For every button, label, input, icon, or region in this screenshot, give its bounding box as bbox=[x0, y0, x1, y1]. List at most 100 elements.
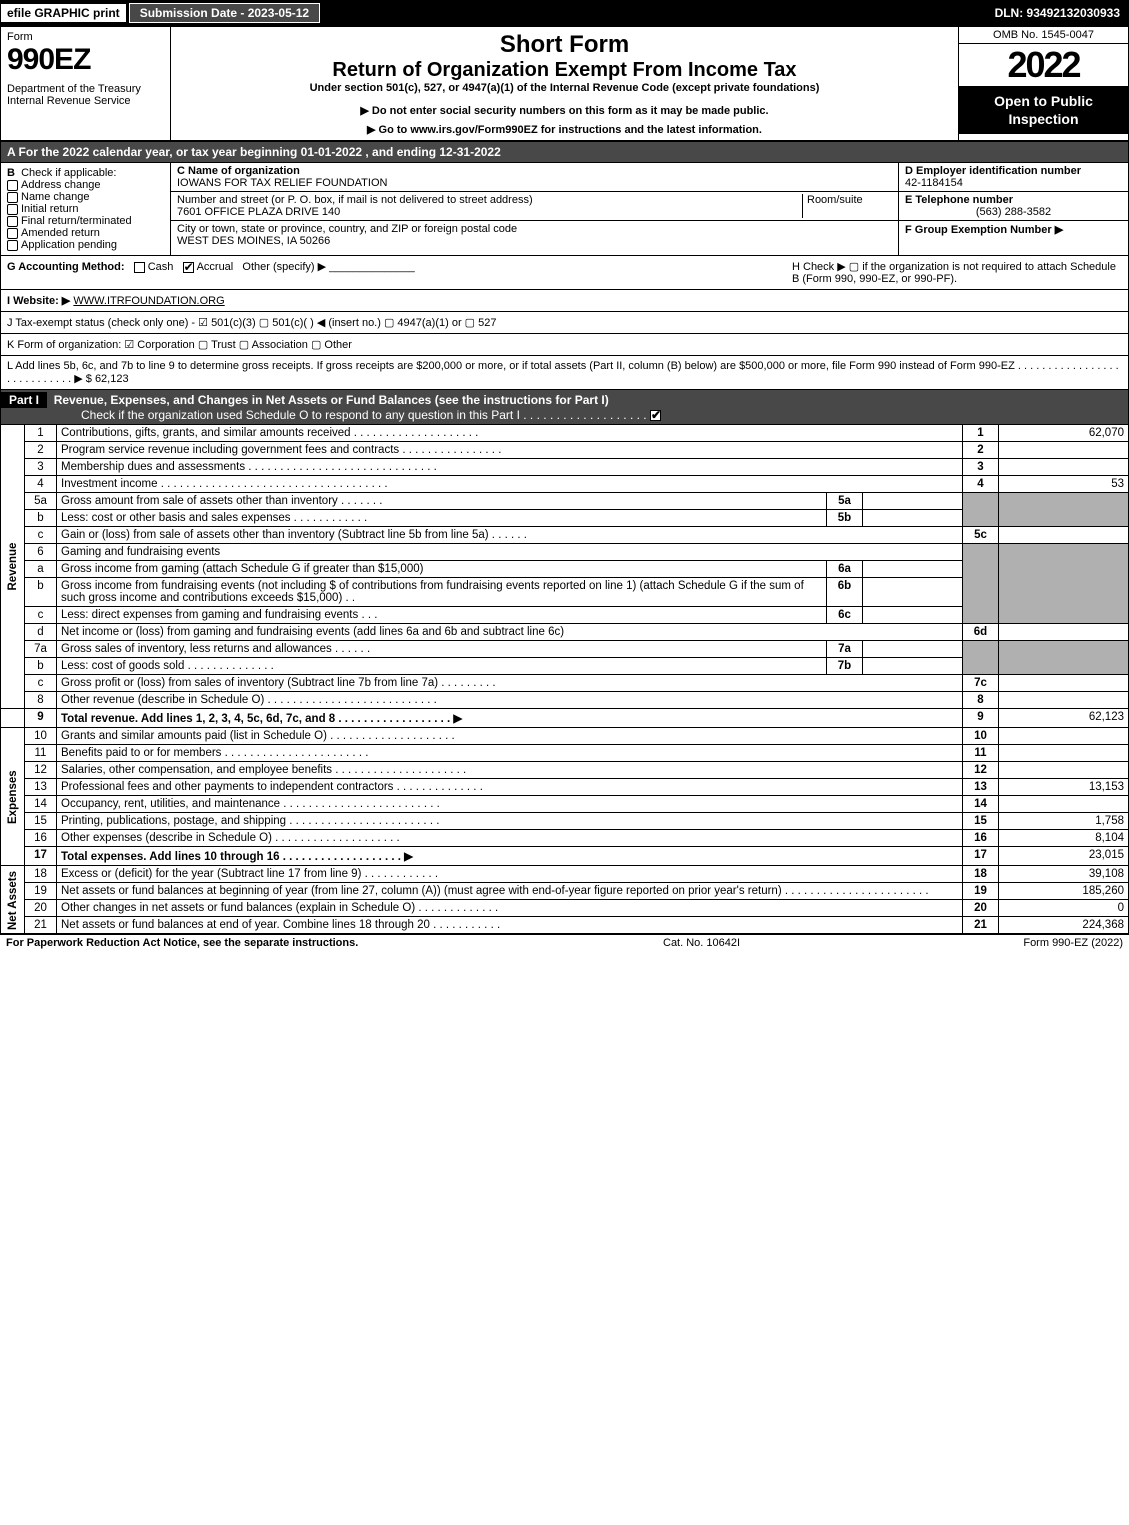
side-revenue: Revenue bbox=[1, 425, 25, 709]
form-header: Form 990EZ Department of the Treasury In… bbox=[0, 26, 1129, 141]
dln: DLN: 93492132030933 bbox=[987, 4, 1128, 22]
chk-amended[interactable] bbox=[7, 228, 18, 239]
line-6d: dNet income or (loss) from gaming and fu… bbox=[1, 624, 1129, 641]
return-title: Return of Organization Exempt From Incom… bbox=[179, 59, 950, 82]
subtitle: Under section 501(c), 527, or 4947(a)(1)… bbox=[179, 82, 950, 94]
l-amount: 62,123 bbox=[95, 373, 129, 385]
line-9: 9Total revenue. Add lines 1, 2, 3, 4, 5c… bbox=[1, 709, 1129, 728]
chk-final-return[interactable] bbox=[7, 216, 18, 227]
line-21: 21Net assets or fund balances at end of … bbox=[1, 917, 1129, 934]
line-7c: cGross profit or (loss) from sales of in… bbox=[1, 675, 1129, 692]
line-17: 17Total expenses. Add lines 10 through 1… bbox=[1, 847, 1129, 866]
footer-right: Form 990-EZ (2022) bbox=[923, 937, 1123, 949]
chk-cash[interactable] bbox=[134, 262, 145, 273]
dept-treasury: Department of the Treasury bbox=[7, 83, 164, 95]
line-18: Net Assets 18Excess or (deficit) for the… bbox=[1, 866, 1129, 883]
g-label: G Accounting Method: bbox=[7, 261, 125, 273]
section-i: I Website: ▶ WWW.ITRFOUNDATION.ORG bbox=[0, 290, 1129, 312]
opt-final-return: Final return/terminated bbox=[21, 215, 132, 227]
part-i-sub: Check if the organization used Schedule … bbox=[1, 408, 647, 422]
line-4: 4Investment income . . . . . . . . . . .… bbox=[1, 476, 1129, 493]
c-label: C Name of organization bbox=[177, 165, 300, 177]
short-form-title: Short Form bbox=[179, 31, 950, 59]
efile-label: efile GRAPHIC print bbox=[1, 4, 126, 22]
line-6c: cLess: direct expenses from gaming and f… bbox=[1, 607, 1129, 624]
line-10: Expenses 10Grants and similar amounts pa… bbox=[1, 728, 1129, 745]
note-goto: ▶ Go to www.irs.gov/Form990EZ for instru… bbox=[179, 123, 950, 136]
opt-address-change: Address change bbox=[21, 179, 101, 191]
section-def: D Employer identification number 42-1184… bbox=[898, 163, 1128, 255]
line-6b: bGross income from fundraising events (n… bbox=[1, 578, 1129, 607]
chk-accrual[interactable] bbox=[183, 262, 194, 273]
line-6a: aGross income from gaming (attach Schedu… bbox=[1, 561, 1129, 578]
line-14: 14Occupancy, rent, utilities, and mainte… bbox=[1, 796, 1129, 813]
chk-name-change[interactable] bbox=[7, 192, 18, 203]
org-city: WEST DES MOINES, IA 50266 bbox=[177, 235, 330, 247]
line-11: 11Benefits paid to or for members . . . … bbox=[1, 745, 1129, 762]
chk-pending[interactable] bbox=[7, 240, 18, 251]
opt-accrual: Accrual bbox=[197, 261, 234, 273]
line-7a: 7aGross sales of inventory, less returns… bbox=[1, 641, 1129, 658]
section-j: J Tax-exempt status (check only one) - ☑… bbox=[0, 312, 1129, 334]
line-7b: bLess: cost of goods sold . . . . . . . … bbox=[1, 658, 1129, 675]
lines-table: Revenue 1Contributions, gifts, grants, a… bbox=[0, 425, 1129, 934]
opt-initial-return: Initial return bbox=[21, 203, 78, 215]
b-label: B bbox=[7, 167, 15, 179]
line-3: 3Membership dues and assessments . . . .… bbox=[1, 459, 1129, 476]
part-i-title: Revenue, Expenses, and Changes in Net As… bbox=[54, 393, 609, 407]
line-5c: cGain or (loss) from sale of assets othe… bbox=[1, 527, 1129, 544]
line-20: 20Other changes in net assets or fund ba… bbox=[1, 900, 1129, 917]
section-a-period: A For the 2022 calendar year, or tax yea… bbox=[0, 141, 1129, 163]
room-suite-label: Room/suite bbox=[802, 194, 892, 218]
section-k: K Form of organization: ☑ Corporation ▢ … bbox=[0, 334, 1129, 356]
e-label: E Telephone number bbox=[905, 194, 1013, 206]
irs-label: Internal Revenue Service bbox=[7, 95, 164, 107]
opt-other: Other (specify) ▶ bbox=[242, 261, 326, 273]
form-word: Form bbox=[7, 31, 164, 43]
chk-initial-return[interactable] bbox=[7, 204, 18, 215]
opt-amended: Amended return bbox=[21, 227, 100, 239]
opt-cash: Cash bbox=[148, 261, 174, 273]
top-bar: efile GRAPHIC print Submission Date - 20… bbox=[0, 0, 1129, 26]
addr-label: Number and street (or P. O. box, if mail… bbox=[177, 194, 533, 206]
tax-year: 2022 bbox=[959, 44, 1128, 86]
opt-pending: Application pending bbox=[21, 239, 117, 251]
line-8: 8Other revenue (describe in Schedule O) … bbox=[1, 692, 1129, 709]
footer: For Paperwork Reduction Act Notice, see … bbox=[0, 934, 1129, 951]
section-l: L Add lines 5b, 6c, and 7b to line 9 to … bbox=[0, 356, 1129, 390]
line-16: 16Other expenses (describe in Schedule O… bbox=[1, 830, 1129, 847]
ein: 42-1184154 bbox=[905, 177, 963, 189]
part-i-header: Part I Revenue, Expenses, and Changes in… bbox=[0, 390, 1129, 425]
section-b: B Check if applicable: Address change Na… bbox=[1, 163, 171, 255]
section-h: H Check ▶ ▢ if the organization is not r… bbox=[792, 260, 1122, 285]
org-name: IOWANS FOR TAX RELIEF FOUNDATION bbox=[177, 177, 387, 189]
line-19: 19Net assets or fund balances at beginni… bbox=[1, 883, 1129, 900]
phone: (563) 288-3582 bbox=[905, 206, 1122, 218]
footer-left: For Paperwork Reduction Act Notice, see … bbox=[6, 937, 663, 949]
form-number: 990EZ bbox=[7, 43, 164, 77]
footer-center: Cat. No. 10642I bbox=[663, 937, 923, 949]
website-url[interactable]: WWW.ITRFOUNDATION.ORG bbox=[73, 295, 224, 307]
line-6: 6Gaming and fundraising events bbox=[1, 544, 1129, 561]
d-label: D Employer identification number bbox=[905, 165, 1081, 177]
part-i-label: Part I bbox=[1, 392, 47, 408]
city-label: City or town, state or province, country… bbox=[177, 223, 517, 235]
line-5a: 5aGross amount from sale of assets other… bbox=[1, 493, 1129, 510]
chk-schedule-o[interactable] bbox=[650, 410, 661, 421]
f-label: F Group Exemption Number ▶ bbox=[905, 224, 1063, 236]
i-label: I Website: ▶ bbox=[7, 295, 70, 307]
l-text: L Add lines 5b, 6c, and 7b to line 9 to … bbox=[7, 360, 1119, 385]
b-check-if: Check if applicable: bbox=[21, 167, 116, 179]
note-ssn: ▶ Do not enter social security numbers o… bbox=[179, 104, 950, 117]
chk-address-change[interactable] bbox=[7, 180, 18, 191]
side-expenses: Expenses bbox=[1, 728, 25, 866]
line-5b: bLess: cost or other basis and sales exp… bbox=[1, 510, 1129, 527]
info-row: B Check if applicable: Address change Na… bbox=[0, 163, 1129, 256]
side-netassets: Net Assets bbox=[1, 866, 25, 934]
line-1: Revenue 1Contributions, gifts, grants, a… bbox=[1, 425, 1129, 442]
row-g-h: G Accounting Method: Cash Accrual Other … bbox=[0, 256, 1129, 290]
submission-date: Submission Date - 2023-05-12 bbox=[129, 3, 320, 23]
opt-name-change: Name change bbox=[21, 191, 90, 203]
line-12: 12Salaries, other compensation, and empl… bbox=[1, 762, 1129, 779]
section-c: C Name of organization IOWANS FOR TAX RE… bbox=[171, 163, 898, 255]
